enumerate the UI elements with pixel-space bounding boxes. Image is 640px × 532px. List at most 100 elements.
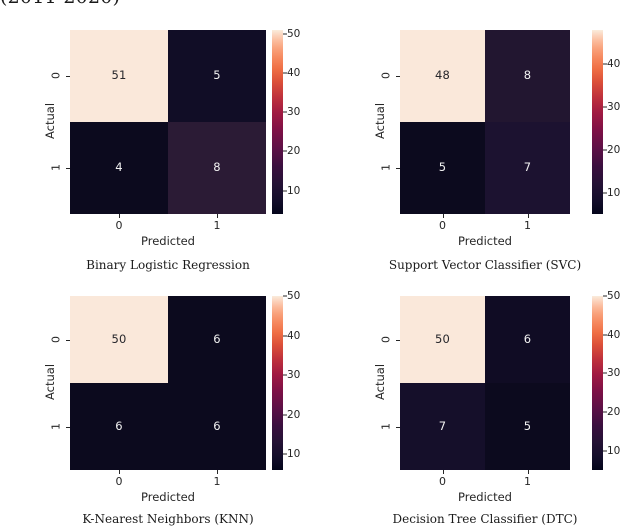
heatmap-cell-value: 5 <box>213 68 221 83</box>
y-axis-label: Actual <box>373 363 387 401</box>
heatmap-cell: 6 <box>168 296 266 383</box>
colorbar-tick-label: 10 <box>607 186 621 199</box>
colorbar-tickmark <box>603 192 607 194</box>
y-tickmark <box>66 76 70 77</box>
colorbar-k-nearest-neighbors: 10 20 30 40 50 <box>272 290 300 470</box>
heatmap-cell: 8 <box>168 122 266 214</box>
x-tick-label: 0 <box>439 219 446 232</box>
colorbar-tickmark <box>603 372 607 374</box>
heatmap-cell-value: 5 <box>438 160 447 175</box>
x-tickmark <box>119 214 120 218</box>
x-tick-label: 0 <box>115 219 123 232</box>
colorbar-tickmark <box>603 334 607 336</box>
subplot-caption: Decision Tree Classifier (DTC) <box>392 512 578 526</box>
colorbar-tick-label: 20 <box>287 145 301 158</box>
x-tick-label: 1 <box>213 475 221 488</box>
colorbar-tick-label: 40 <box>287 329 301 342</box>
heatmap-cell-value: 6 <box>115 418 123 433</box>
heatmap-cell-value: 6 <box>523 331 532 346</box>
colorbar-tick-label: 30 <box>607 367 621 380</box>
heatmap-grid-binary-logistic-regression: 51 5 4 8 <box>70 30 266 214</box>
x-tick-label: 0 <box>439 475 446 488</box>
colorbar-tick-label: 40 <box>607 58 621 71</box>
heatmap-grid-decision-tree-classifier: 50 6 7 5 <box>400 296 570 470</box>
colorbar-tickmark <box>283 72 287 74</box>
colorbar-tick-label: 10 <box>607 444 621 457</box>
x-tickmark <box>442 470 444 474</box>
heatmap-cell: 8 <box>485 30 570 122</box>
colorbar-tickmark <box>283 453 287 455</box>
colorbar-tick-label: 40 <box>607 328 621 341</box>
colorbar-tick-label: 50 <box>607 290 621 302</box>
colorbar-tickmark <box>283 414 287 416</box>
heatmap-cell: 4 <box>70 122 168 214</box>
heatmap-cell-value: 50 <box>434 331 451 346</box>
figure-suptitle: (2011-2020) <box>0 0 300 8</box>
colorbar-gradient <box>592 296 603 470</box>
x-tickmark <box>442 214 444 218</box>
heatmap-cell: 51 <box>70 30 168 122</box>
x-tickmark <box>217 470 218 474</box>
colorbar-tick-label: 20 <box>607 143 621 156</box>
heatmap-cell-value: 5 <box>523 418 532 433</box>
x-tick-label: 0 <box>115 475 123 488</box>
colorbar-tickmark <box>603 411 607 413</box>
colorbar-tickmark <box>603 450 607 452</box>
heatmap-cell-value: 6 <box>213 418 221 433</box>
colorbar-tickmark <box>283 295 287 297</box>
heatmap-cell-value: 7 <box>523 160 532 175</box>
x-tick-label: 1 <box>213 219 221 232</box>
colorbar-tickmark <box>603 106 607 108</box>
colorbar-tickmark <box>283 374 287 376</box>
heatmap-cell: 6 <box>70 383 168 470</box>
colorbar-tick-label: 30 <box>287 369 301 382</box>
colorbar-tickmark <box>603 149 607 151</box>
y-tickmark <box>66 426 70 428</box>
heatmap-cell-value: 50 <box>111 331 127 346</box>
colorbar-tick-label: 40 <box>287 67 301 80</box>
colorbar-tickmark <box>283 335 287 337</box>
colorbar-tickmark <box>283 190 287 191</box>
y-tickmark <box>66 339 70 341</box>
colorbar-tick-label: 30 <box>607 101 621 114</box>
heatmap-cell-value: 51 <box>111 68 127 83</box>
x-tickmark <box>119 470 120 474</box>
heatmap-cell: 50 <box>70 296 168 383</box>
colorbar-tick-label: 30 <box>287 106 301 119</box>
subplot-caption: Binary Logistic Regression <box>86 258 250 272</box>
y-tickmark <box>396 76 400 77</box>
heatmap-cell: 7 <box>485 122 570 214</box>
heatmap-cell: 6 <box>485 296 570 383</box>
y-tickmark <box>396 339 400 341</box>
x-axis-label: Predicted <box>141 234 195 248</box>
heatmap-cell-value: 8 <box>213 160 221 175</box>
x-tickmark <box>527 470 529 474</box>
colorbar-tick-label: 20 <box>287 408 301 421</box>
heatmap-grid-support-vector-classifier: 48 8 5 7 <box>400 30 570 214</box>
x-tickmark <box>217 214 218 218</box>
colorbar-tickmark <box>283 33 287 35</box>
colorbar-tick-label: 50 <box>287 27 301 40</box>
heatmap-cell: 5 <box>400 122 485 214</box>
colorbar-tickmark <box>603 63 607 65</box>
colorbar-tick-label: 20 <box>607 406 621 418</box>
colorbar-gradient <box>272 296 283 470</box>
heatmap-cell: 48 <box>400 30 485 122</box>
colorbar-support-vector-classifier: 10 20 30 40 <box>592 30 620 214</box>
x-axis-label: Predicted <box>458 234 512 248</box>
colorbar-tick-label: 10 <box>287 448 301 461</box>
heatmap-cell: 5 <box>485 383 570 470</box>
heatmap-cell-value: 8 <box>523 68 532 83</box>
colorbar-tickmark <box>283 150 287 152</box>
heatmap-cell-value: 48 <box>434 68 451 83</box>
heatmap-cell: 5 <box>168 30 266 122</box>
colorbar-decision-tree-classifier: 10 20 30 40 50 <box>592 290 620 470</box>
heatmap-cell-value: 7 <box>438 418 447 433</box>
colorbar-gradient <box>272 30 283 214</box>
x-tick-label: 1 <box>524 475 531 488</box>
y-tickmark <box>396 426 400 428</box>
